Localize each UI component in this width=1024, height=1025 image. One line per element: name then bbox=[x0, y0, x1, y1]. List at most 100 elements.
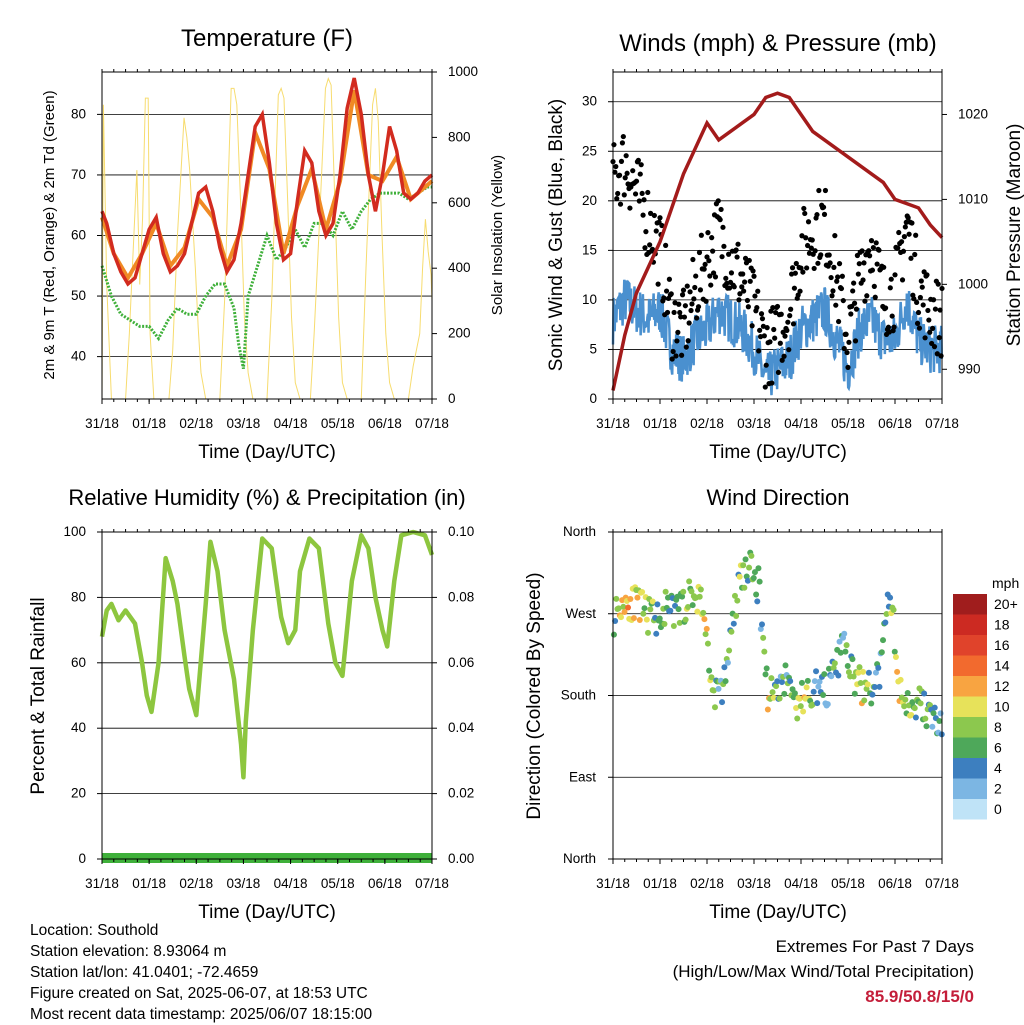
gust-point bbox=[717, 217, 723, 223]
gust-point bbox=[850, 288, 856, 294]
gust-point bbox=[708, 282, 714, 288]
direction-point bbox=[670, 623, 677, 630]
legend-label: 0 bbox=[994, 801, 1002, 817]
gust-point bbox=[690, 256, 696, 263]
direction-point bbox=[613, 595, 620, 602]
x-tick-label: 05/18 bbox=[321, 876, 355, 891]
gust-point bbox=[726, 251, 732, 257]
x-tick-label: 31/18 bbox=[596, 876, 630, 891]
direction-point bbox=[835, 672, 842, 679]
x-tick-label: 02/18 bbox=[179, 876, 213, 891]
gust-point bbox=[645, 189, 651, 196]
relative-humidity-line bbox=[99, 529, 435, 780]
y-tick-label: 20 bbox=[71, 786, 86, 801]
direction-point bbox=[791, 690, 798, 697]
y2-tick-label: 1000 bbox=[958, 276, 988, 291]
gust-point bbox=[688, 307, 694, 314]
gust-point bbox=[887, 285, 893, 291]
gust-point bbox=[761, 333, 767, 339]
gust-point bbox=[767, 339, 773, 345]
direction-point bbox=[702, 631, 709, 638]
gust-point bbox=[762, 384, 768, 390]
y-tick-label: 40 bbox=[71, 349, 86, 364]
gust-point bbox=[637, 171, 643, 177]
gust-point bbox=[914, 320, 921, 326]
gust-point bbox=[757, 327, 763, 333]
sonic-wind-line bbox=[611, 279, 944, 396]
direction-point bbox=[753, 591, 760, 598]
gust-point bbox=[747, 278, 753, 284]
gust-point bbox=[828, 274, 834, 281]
gust-point bbox=[613, 163, 619, 170]
gust-point bbox=[812, 248, 818, 254]
y-tick-label: 15 bbox=[582, 242, 597, 257]
temperature-ylabel: 2m & 9m T (Red, Orange) & 2m Td (Green) bbox=[41, 90, 58, 379]
direction-point bbox=[894, 668, 901, 675]
gust-point bbox=[909, 220, 915, 226]
gust-point bbox=[808, 245, 814, 251]
gust-point bbox=[649, 246, 656, 252]
gust-point bbox=[898, 239, 905, 245]
gust-point bbox=[720, 224, 726, 230]
direction-point bbox=[890, 606, 897, 613]
gust-point bbox=[695, 304, 702, 310]
direction-point bbox=[876, 683, 883, 690]
direction-point bbox=[891, 648, 898, 655]
gust-point bbox=[789, 265, 796, 271]
direction-point bbox=[863, 685, 870, 692]
gust-point bbox=[623, 153, 629, 159]
y-tick-label: 60 bbox=[71, 655, 86, 670]
direction-point bbox=[697, 586, 704, 593]
direction-point bbox=[710, 687, 717, 694]
gust-point bbox=[683, 344, 689, 350]
y2-tick-label: 1020 bbox=[958, 106, 988, 121]
direction-point bbox=[837, 649, 844, 656]
gust-point bbox=[633, 178, 640, 184]
gust-point bbox=[867, 253, 873, 259]
y-tick-label: 30 bbox=[582, 94, 597, 109]
direction-point bbox=[676, 619, 683, 626]
gust-point bbox=[924, 272, 930, 278]
direction-point bbox=[851, 690, 858, 697]
extremes-box: Extremes For Past 7 Days (High/Low/Max W… bbox=[673, 934, 974, 1009]
gust-point bbox=[764, 325, 770, 331]
recent-timestamp: Most recent data timestamp: 2025/06/07 1… bbox=[30, 1006, 373, 1023]
direction-point bbox=[640, 610, 647, 617]
direction-point bbox=[865, 669, 872, 676]
legend-swatch bbox=[953, 676, 987, 697]
direction-point bbox=[617, 614, 624, 621]
direction-point bbox=[769, 689, 776, 696]
y-tick-label: West bbox=[565, 606, 596, 621]
direction-point bbox=[746, 564, 753, 571]
direction-axes: 31/18 01/18 02/18 03/18 04/18 05/18 06/18 07/18… bbox=[561, 524, 959, 891]
gust-point bbox=[843, 331, 849, 337]
gust-point bbox=[641, 197, 647, 203]
gust-point bbox=[895, 245, 901, 251]
direction-point bbox=[912, 714, 919, 721]
direction-point bbox=[688, 588, 695, 595]
gust-point bbox=[841, 345, 847, 352]
legend-swatch bbox=[953, 778, 987, 799]
gust-point bbox=[836, 261, 843, 267]
gust-point bbox=[836, 318, 842, 325]
direction-point bbox=[773, 683, 780, 690]
gust-point bbox=[876, 247, 882, 253]
direction-point bbox=[701, 616, 708, 623]
gust-point bbox=[772, 335, 778, 341]
gust-point bbox=[651, 212, 657, 219]
y-tick-label: 0 bbox=[589, 391, 597, 406]
y-tick-label: 80 bbox=[71, 106, 86, 121]
direction-point bbox=[734, 597, 741, 604]
direction-point bbox=[696, 593, 703, 600]
gust-point bbox=[782, 333, 788, 339]
legend-swatch bbox=[953, 799, 987, 820]
direction-point bbox=[820, 691, 827, 698]
gust-point bbox=[803, 235, 809, 241]
gust-point bbox=[846, 339, 852, 345]
x-tick-label: 05/18 bbox=[831, 876, 865, 891]
gust-point bbox=[906, 231, 912, 237]
x-tick-label: 06/18 bbox=[368, 876, 402, 891]
gust-point bbox=[835, 274, 841, 280]
gust-point bbox=[736, 297, 742, 303]
x-tick-label: 04/18 bbox=[784, 876, 818, 891]
